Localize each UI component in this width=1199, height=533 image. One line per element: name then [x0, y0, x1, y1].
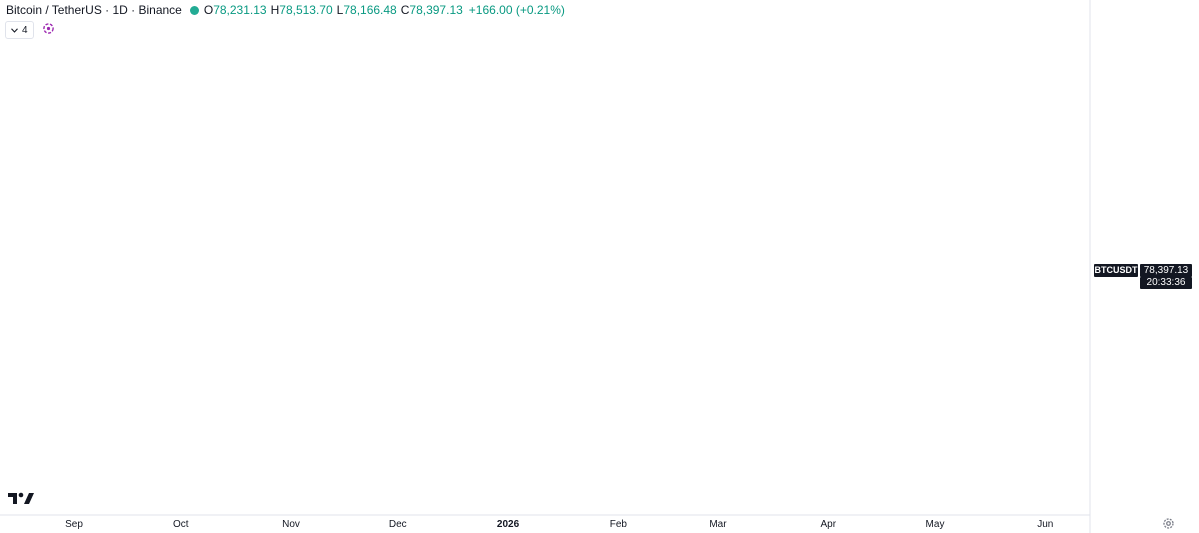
symbol-title[interactable]: Bitcoin / TetherUS · 1D · Binance	[6, 3, 182, 17]
time-tick-1: Oct	[173, 519, 189, 530]
loading-spinner-icon[interactable]	[42, 22, 55, 35]
last-price-symbol-badge: BTCUSDT	[1094, 264, 1138, 277]
ohlc-change: +166.00 (+0.21%)	[468, 3, 565, 17]
ohlc-close: C78,397.13	[400, 3, 463, 17]
chart-header: Bitcoin / TetherUS · 1D · Binance O78,23…	[6, 2, 565, 18]
time-tick-9: Jun	[1037, 519, 1053, 530]
time-tick-0: Sep	[65, 519, 83, 530]
time-tick-3: Dec	[389, 519, 407, 530]
time-tick-2: Nov	[282, 519, 300, 530]
time-tick-8: May	[926, 519, 945, 530]
indicators-count: 4	[22, 24, 28, 36]
time-tick-6: Mar	[709, 519, 727, 530]
time-tick-7: Apr	[820, 519, 836, 530]
bar-countdown-badge: 20:33:36	[1140, 277, 1192, 289]
gear-icon[interactable]	[1162, 517, 1175, 530]
chevron-down-icon	[11, 27, 18, 33]
ohlc-high: H78,513.70	[270, 3, 333, 17]
time-tick-5: Feb	[610, 519, 628, 530]
time-tick-4: 2026	[497, 519, 520, 530]
last-price-badge: 78,397.13	[1140, 264, 1192, 277]
chart-grid	[0, 0, 1091, 533]
ohlc-low: L78,166.48	[336, 3, 397, 17]
market-status-icon	[189, 5, 199, 15]
ohlc-open: O78,231.13	[203, 3, 267, 17]
indicators-toggle-button[interactable]: 4	[5, 21, 34, 39]
tradingview-logo-icon[interactable]	[8, 491, 34, 505]
time-axis: Sep Oct Nov Dec 2026 Feb Mar Apr May Jun	[65, 519, 1053, 530]
